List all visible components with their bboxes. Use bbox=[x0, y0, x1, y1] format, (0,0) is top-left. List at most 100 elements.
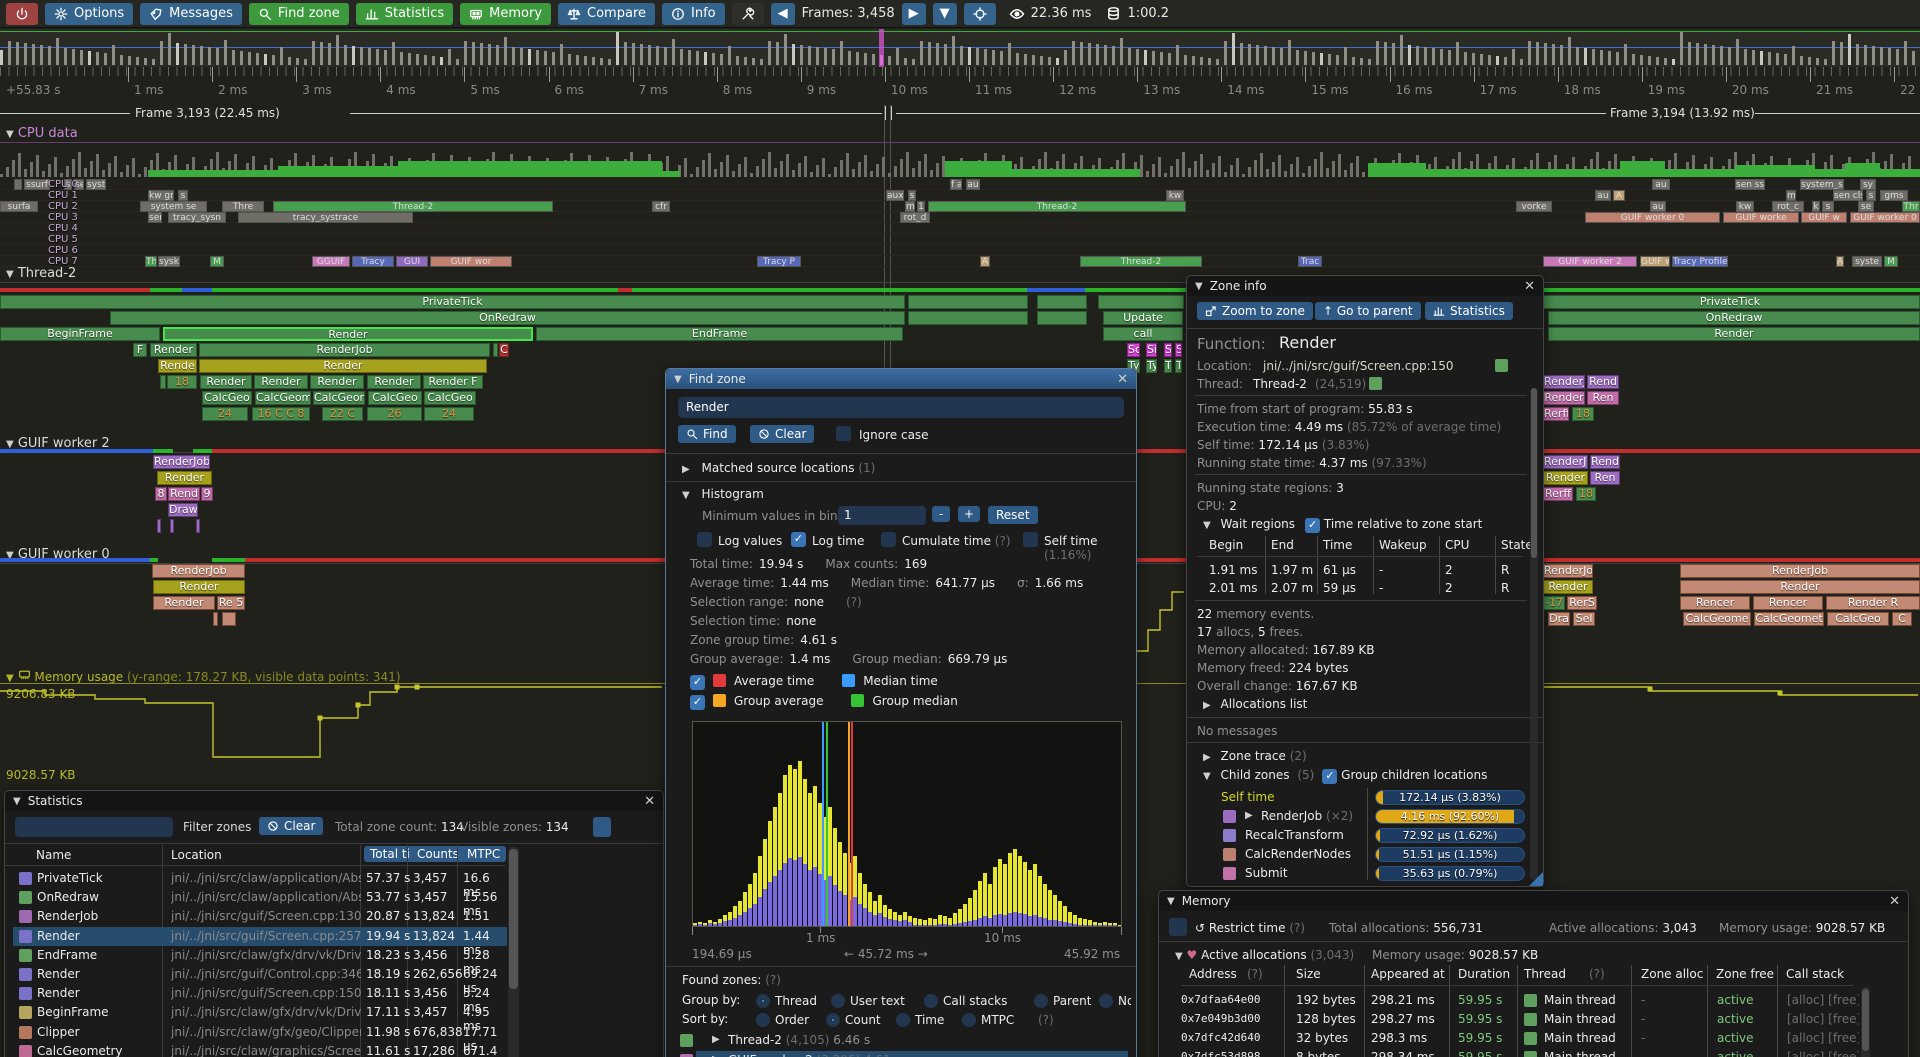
cpu-sched-block[interactable]: A bbox=[1836, 256, 1844, 267]
allocation-row[interactable]: 0x7dfaa64e00 192 bytes 298.21 ms 59.95 s Mai… bbox=[1181, 993, 1859, 1007]
cpu-sched-block[interactable]: Tracy bbox=[352, 256, 394, 267]
timeline-zone[interactable]: Ren bbox=[1587, 391, 1619, 405]
cpu-sched-block[interactable]: GUIF worker 0 bbox=[1585, 212, 1720, 223]
sort-by-radio[interactable] bbox=[826, 1013, 840, 1027]
memory-button[interactable]: Memory bbox=[460, 2, 552, 25]
stats-table-row[interactable]: Render jni/../jni/src/guif/Control.cpp:34… bbox=[13, 965, 507, 995]
cpu-sched-block[interactable]: m bbox=[1786, 190, 1796, 201]
timeline-zone[interactable]: RenderJo bbox=[1543, 455, 1588, 469]
next-frame-button[interactable]: ▶ bbox=[901, 2, 926, 25]
timeline-zone[interactable]: Render bbox=[1543, 391, 1585, 405]
filter-input[interactable] bbox=[15, 817, 173, 837]
child-zone-bar[interactable]: 51.51 µs (1.15%) bbox=[1375, 847, 1525, 862]
wait-col-header[interactable]: CPU bbox=[1445, 538, 1470, 552]
timeline-zone[interactable]: Ren bbox=[1590, 471, 1620, 485]
thread-header[interactable]: ▼ Thread-2 bbox=[6, 266, 77, 281]
close-icon[interactable]: ✕ bbox=[644, 793, 655, 809]
expand-icon[interactable]: ▶ bbox=[712, 1054, 720, 1057]
cpu-sched-block[interactable]: rot_c bbox=[1772, 201, 1804, 212]
timeline-zone[interactable]: Render bbox=[254, 375, 308, 389]
col-size[interactable]: Size bbox=[1296, 967, 1321, 981]
found-zone-group-row[interactable] bbox=[696, 1051, 1128, 1057]
timeline-zone[interactable]: RenderJob bbox=[152, 564, 245, 578]
timeline-zone[interactable]: Rend bbox=[1587, 375, 1619, 389]
close-icon[interactable]: ✕ bbox=[1524, 278, 1535, 294]
timeline-zone[interactable]: Sc bbox=[1127, 343, 1140, 357]
col-address[interactable]: Address bbox=[1189, 967, 1237, 981]
timeline-zone[interactable]: CalcGeomet bbox=[1754, 612, 1824, 626]
collapse-icon[interactable]: ▼ bbox=[674, 373, 682, 385]
stats-scrollbar[interactable] bbox=[508, 847, 519, 1057]
ignore-case-checkbox[interactable] bbox=[836, 426, 851, 441]
histogram-option-checkbox[interactable] bbox=[881, 532, 896, 547]
child-zones-row[interactable]: ▼ Child zones (5) ✓ Group children locati… bbox=[1203, 768, 1488, 784]
timeline-zone[interactable] bbox=[160, 375, 166, 389]
cpu-sched-block[interactable]: Thread-2 bbox=[273, 201, 553, 212]
timeline-zone[interactable]: Sel bbox=[1573, 612, 1595, 626]
timeline-zone[interactable]: 16 C C 8 bbox=[252, 407, 310, 421]
close-icon[interactable]: ✕ bbox=[1889, 893, 1900, 909]
cpu-sched-block[interactable]: M bbox=[1884, 256, 1898, 267]
child-zone-name[interactable]: RenderJob (×2) bbox=[1261, 809, 1354, 823]
compare-button[interactable]: Compare bbox=[558, 2, 656, 25]
col-duration[interactable]: Duration bbox=[1458, 967, 1511, 981]
histogram-option-checkbox[interactable] bbox=[1023, 532, 1038, 547]
collapse-icon[interactable]: ▼ bbox=[13, 795, 21, 807]
timeline-zone[interactable]: Rende bbox=[158, 359, 197, 373]
cpu-sched-block[interactable]: s bbox=[64, 179, 72, 190]
restrict-time-checkbox[interactable] bbox=[1169, 918, 1187, 936]
cpu-sched-block[interactable]: tracy_systrace bbox=[238, 212, 413, 223]
cpu-sched-block[interactable]: ser bbox=[148, 212, 162, 223]
timeline-zone[interactable]: RenderJob bbox=[199, 343, 490, 357]
statistics-button[interactable]: Statistics bbox=[1425, 302, 1513, 320]
col-call-stack[interactable]: Call stack bbox=[1786, 967, 1845, 981]
child-zone-bar[interactable]: 4.16 ms (92.60%) bbox=[1375, 809, 1525, 824]
cpu-sched-block[interactable]: syste bbox=[1852, 256, 1882, 267]
info-button[interactable]: Info bbox=[662, 2, 725, 25]
timeline-zone[interactable]: Render bbox=[150, 343, 197, 357]
cpu-sched-block[interactable]: aux bbox=[886, 190, 904, 201]
col-mtpc[interactable]: MTPC bbox=[461, 846, 507, 862]
minbin-minus-button[interactable]: - bbox=[932, 506, 951, 522]
cpu-sched-block[interactable]: GUIF w bbox=[1640, 256, 1670, 267]
timeline-zone[interactable]: S bbox=[1164, 343, 1172, 357]
thread-header[interactable]: ▼ GUIF worker 2 bbox=[6, 436, 110, 451]
allocation-row[interactable]: 0x7dfc42d640 32 bytes 298.3 ms 59.95 s Main … bbox=[1181, 1031, 1859, 1045]
col-appeared[interactable]: Appeared at bbox=[1371, 967, 1445, 981]
timeline-zone[interactable]: Update bbox=[1103, 311, 1183, 325]
filter-clear-button[interactable]: Clear bbox=[259, 817, 324, 835]
wait-col-header[interactable]: Wakeup bbox=[1379, 538, 1427, 552]
sort-by-radio[interactable] bbox=[896, 1013, 910, 1027]
cpu-sched-block[interactable]: GUI bbox=[396, 256, 428, 267]
timeline-zone[interactable]: Dra bbox=[1548, 612, 1570, 626]
search-input[interactable]: Render bbox=[678, 397, 1124, 418]
timeline-zone[interactable]: Rencer bbox=[1680, 596, 1750, 610]
timeline-zone[interactable]: Re 5 bbox=[217, 596, 245, 610]
close-icon[interactable]: ✕ bbox=[1117, 371, 1128, 387]
cpu-sched-block[interactable]: sy bbox=[1860, 179, 1876, 190]
timeline-zone[interactable]: 18 bbox=[1576, 487, 1596, 501]
cpu-sched-block[interactable]: tracy_sysn bbox=[168, 212, 226, 223]
timeline-zone[interactable]: OnRedraw bbox=[1548, 311, 1920, 325]
location-swatch[interactable] bbox=[1495, 359, 1508, 372]
stats-table-row[interactable]: OnRedraw jni/../jni/src/claw/application/… bbox=[13, 888, 507, 918]
timeline-zone[interactable] bbox=[1037, 295, 1087, 309]
cpu-sched-block[interactable]: au bbox=[966, 179, 980, 190]
cpu-sched-block[interactable]: Trac bbox=[1298, 256, 1322, 267]
timeline-zone[interactable]: Render bbox=[153, 580, 245, 594]
timeline-zone[interactable]: Draw bbox=[168, 503, 198, 517]
col-zone-free[interactable]: Zone free bbox=[1716, 967, 1775, 981]
cpu-sched-block[interactable]: sen cls bbox=[1833, 190, 1863, 201]
zone-trace-row[interactable]: ▶ Zone trace (2) bbox=[1203, 749, 1307, 763]
histogram-plot[interactable] bbox=[692, 721, 1122, 927]
child-zone-name[interactable]: Submit bbox=[1245, 866, 1288, 880]
timeline-zone[interactable]: Rencer bbox=[1753, 596, 1823, 610]
clipped-button[interactable] bbox=[593, 817, 611, 837]
timeline-zone[interactable] bbox=[157, 519, 161, 533]
cpu-sched-block[interactable]: surfa bbox=[0, 201, 38, 212]
cpu-sched-block[interactable]: system se bbox=[140, 201, 207, 212]
overview-view-marker[interactable] bbox=[879, 29, 884, 67]
timeline-zone[interactable] bbox=[1098, 295, 1184, 309]
group-by-radio[interactable] bbox=[1034, 994, 1048, 1008]
focus-frame-button[interactable] bbox=[963, 2, 996, 25]
